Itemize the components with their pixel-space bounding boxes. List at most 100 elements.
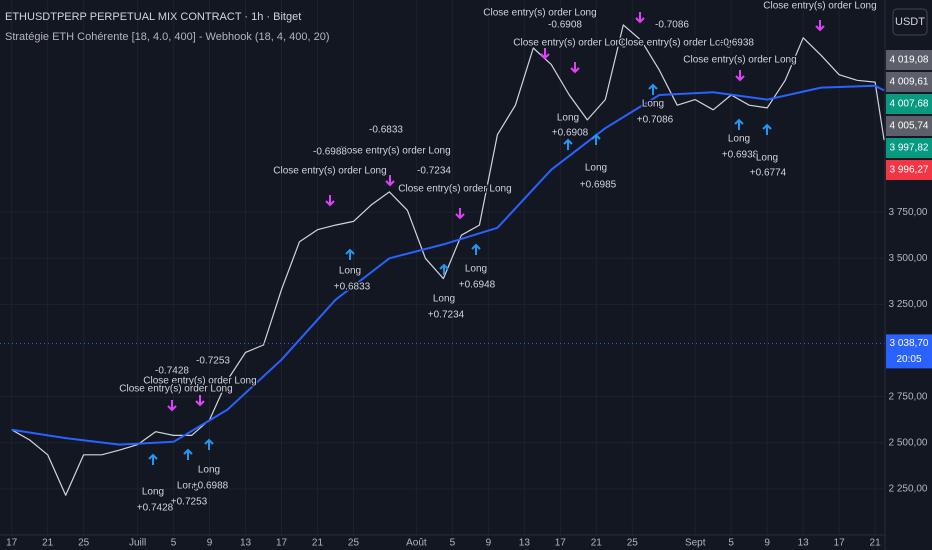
trade-annotation: Long — [198, 465, 220, 476]
currency-label[interactable]: USDT — [895, 16, 925, 28]
exit-arrow — [570, 62, 580, 74]
trade-annotation: +0.6938 — [722, 150, 759, 161]
grid — [0, 0, 885, 535]
price-tag-label: 4 019,08 — [890, 55, 929, 66]
y-tick-label: 2 750,00 — [889, 391, 928, 402]
y-tick-label: 3 750,00 — [889, 207, 928, 218]
chart-subtitle: Stratégie ETH Cohérente [18, 4.0, 400] -… — [5, 31, 330, 43]
price-tag-label: 4 007,68 — [890, 99, 929, 110]
entry-arrow — [734, 118, 744, 130]
price-tag — [886, 160, 932, 180]
price-line — [11, 24, 885, 496]
x-tick-label: Juill — [129, 538, 146, 549]
price-tag — [886, 50, 932, 70]
x-tick-label: Août — [406, 538, 427, 549]
x-tick-label: 25 — [78, 538, 90, 549]
trade-annotation: Close entry(s) order Long — [337, 146, 450, 157]
trade-annotation: +0.6833 — [334, 282, 371, 293]
x-tick-label: 9 — [207, 538, 213, 549]
x-tick-label: Sept — [685, 538, 706, 549]
trade-annotation: Close entry(s) order Long — [483, 8, 596, 19]
x-tick-label: 21 — [312, 538, 324, 549]
trade-annotation: Long — [642, 99, 664, 110]
x-tick-label: 13 — [798, 538, 810, 549]
trade-annotation: -0.6833 — [369, 125, 403, 136]
trade-annotation: Close entry(s) order Long — [398, 184, 511, 195]
exit-arrow — [540, 48, 550, 60]
trade-annotation: +0.6988 — [192, 481, 229, 492]
x-tick-label: 17 — [276, 538, 288, 549]
x-tick-label: 5 — [171, 538, 177, 549]
entry-arrow — [471, 243, 481, 255]
x-tick-label: 21 — [42, 538, 54, 549]
entry-arrow — [439, 263, 449, 275]
x-tick-label: 5 — [728, 538, 734, 549]
entry-arrow — [591, 133, 601, 145]
entry-arrow — [648, 83, 658, 95]
price-tag-label: 4 009,61 — [890, 77, 929, 88]
trade-annotation: -0.7253 — [196, 356, 230, 367]
exit-arrow — [815, 20, 825, 32]
trade-annotation: -0.7428 — [155, 366, 189, 377]
exit-arrow — [167, 400, 177, 412]
x-tick-label: 9 — [486, 538, 492, 549]
y-tick-label: 2 250,00 — [889, 484, 928, 495]
trade-annotation: +0.7234 — [428, 310, 465, 321]
trade-annotation: Long — [433, 294, 455, 305]
price-tag-label: 4 005,74 — [890, 121, 929, 132]
trade-annotation: Close entry(s) order Long — [763, 1, 876, 12]
currency-button[interactable] — [892, 8, 928, 36]
price-tag-label: 3 996,27 — [890, 165, 929, 176]
x-tick-label: 5 — [450, 538, 456, 549]
exit-arrow — [635, 12, 645, 24]
trade-annotation: Long — [339, 266, 361, 277]
y-tick-label: 2 500,00 — [889, 437, 928, 448]
trade-annotation: Long — [465, 264, 487, 275]
trade-annotation: -0.6938 — [720, 38, 754, 49]
axes: 2 250,00 2 500,00 2 750,00 3 250,00 3 500,00… — [6, 50, 932, 549]
countdown: 20:05 — [896, 354, 921, 365]
entry-arrow — [563, 138, 573, 150]
trade-annotation: +0.7086 — [637, 115, 674, 126]
trade-annotation: -0.7234 — [417, 166, 451, 177]
price-tag — [886, 94, 932, 114]
entry-arrow — [183, 448, 193, 460]
trade-annotation: Close entry(s) order Long — [273, 166, 386, 177]
exit-arrow — [735, 70, 745, 82]
exit-arrow — [385, 175, 395, 187]
chart-title: ETHUSDTPERP PERPETUAL MIX CONTRACT · 1h … — [5, 11, 301, 23]
last-price-tag — [886, 334, 932, 369]
entry-arrow — [762, 123, 772, 135]
y-tick-label: 3 500,00 — [889, 253, 928, 264]
trade-annotation: Long — [557, 113, 579, 124]
entry-arrow — [148, 453, 158, 465]
exit-arrow — [195, 395, 205, 407]
trade-annotation: Close entry(s) order Long — [143, 376, 256, 387]
last-price-label: 3 038,70 — [890, 338, 929, 349]
trade-annotation: Long — [177, 481, 199, 492]
x-tick-label: 9 — [764, 538, 770, 549]
trade-annotation: Long — [585, 163, 607, 174]
price-tag — [886, 72, 932, 92]
trade-annotation: +0.6948 — [459, 280, 496, 291]
trade-annotation: +0.7428 — [137, 503, 174, 514]
trade-annotation: -0.7086 — [655, 20, 689, 31]
trade-annotation: Long — [756, 153, 778, 164]
trade-annotation: -0.6908 — [548, 20, 582, 31]
x-tick-label: 25 — [627, 538, 639, 549]
x-tick-label: 25 — [348, 538, 360, 549]
exit-arrow — [455, 208, 465, 220]
trade-annotation: Long — [142, 487, 164, 498]
entry-arrow — [204, 438, 214, 450]
trade-annotation: -0.6988 — [313, 147, 347, 158]
x-tick-label: 13 — [240, 538, 252, 549]
x-tick-label: 17 — [555, 538, 567, 549]
trade-annotation: Close entry(s) order Long — [119, 384, 232, 395]
trade-annotation: Close entry(s) order Long — [618, 38, 731, 49]
price-tag — [886, 138, 932, 158]
x-tick-label: 21 — [591, 538, 603, 549]
trade-annotation: +0.6985 — [580, 180, 617, 191]
moving-average — [11, 84, 885, 446]
